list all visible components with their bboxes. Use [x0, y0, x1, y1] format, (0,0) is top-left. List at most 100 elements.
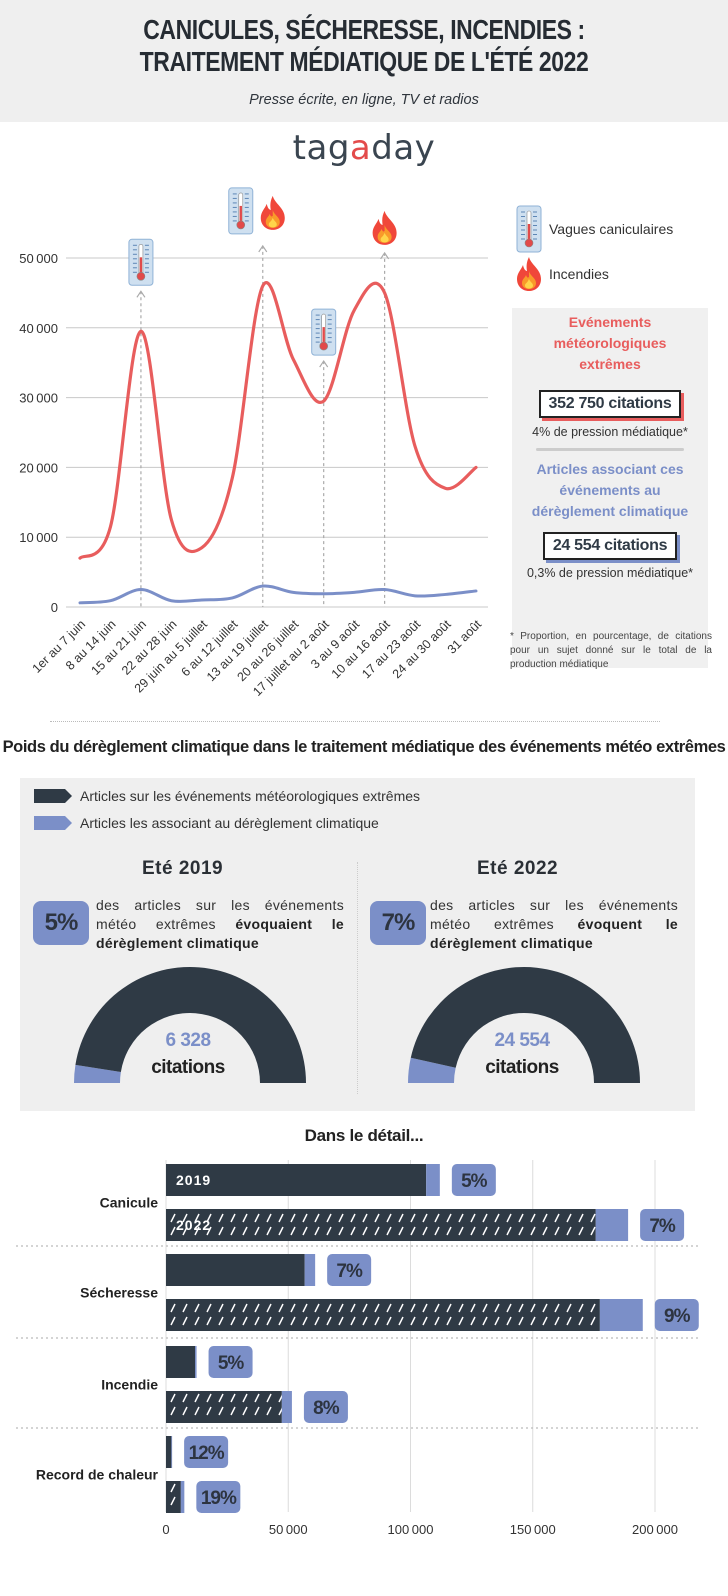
category-label: Canicule [100, 1195, 159, 1211]
divider [357, 862, 358, 1094]
thermometer-icon [516, 205, 542, 253]
pct-label: 12% [189, 1443, 225, 1464]
x-tick-label: 100 000 [388, 1522, 434, 1537]
divider [536, 448, 684, 451]
pct-badge [327, 1254, 372, 1286]
gauge-2022-citations: 24 554 [494, 1030, 550, 1051]
fire-icon [260, 195, 285, 230]
page-title: CANICULES, SÉCHERESSE, INCENDIES : TRAIT… [66, 0, 663, 78]
bar-climate [195, 1346, 197, 1378]
gauge-slice-climate [408, 1057, 456, 1083]
bar-climate [595, 1209, 629, 1241]
gauge-2019-citations: 6 328 [165, 1030, 211, 1051]
thermometer-icon [228, 187, 254, 235]
thermometer-icon [311, 308, 337, 356]
pct-label: 7% [336, 1261, 363, 1282]
series-line-extreme [78, 281, 478, 560]
extreme-events-title: Evénements météorologiques extrêmes [553, 314, 667, 372]
legend-heatwaves: Vagues caniculaires [516, 205, 674, 253]
legend-climate-label: Articles les associant au dérèglement cl… [80, 815, 379, 831]
dark-flag-icon [34, 789, 72, 803]
bar-climate [426, 1164, 440, 1196]
y-tick-label: 20 000 [19, 460, 58, 475]
bar-extreme [166, 1436, 172, 1468]
x-tick-label: 0 [162, 1522, 169, 1537]
pct-badge [451, 1164, 496, 1196]
pct-badge [208, 1346, 253, 1378]
bar-climate [599, 1299, 643, 1331]
category-label: Sécheresse [80, 1285, 158, 1301]
pct-badge [654, 1299, 699, 1331]
pct-badge-2022: 7% [370, 901, 426, 945]
gauge-2019 [74, 967, 306, 1083]
climate-citations: 24 554 citations [542, 532, 678, 560]
footnote: * Proportion, en pourcentage, de citatio… [510, 631, 712, 670]
annotation-arrow [319, 360, 329, 368]
y-tick-label: 0 [51, 600, 58, 615]
bar-extreme [166, 1209, 596, 1241]
pct-text-2022: des articles sur les événements météo ex… [430, 897, 679, 951]
annotation-arrow [136, 290, 146, 298]
climate-pressure: 0,3% de pression médiatique* [526, 566, 694, 580]
header: CANICULES, SÉCHERESSE, INCENDIES : TRAIT… [0, 0, 728, 122]
pct-badge [640, 1209, 685, 1241]
gauge-slice-extreme [75, 967, 306, 1083]
title-line-2: TRAITEMENT MÉDIATIQUE DE L'ÉTÉ 2022 [139, 46, 589, 77]
divider [50, 721, 660, 722]
legend-extreme-label: Articles sur les événements météorologiq… [80, 788, 421, 804]
extreme-citations: 352 750 citations [538, 390, 682, 418]
bar-extreme [166, 1254, 305, 1286]
gauge-2019-label: citations [151, 1057, 225, 1078]
fire-icon [372, 210, 397, 245]
detail-title: Dans le détail... [304, 1126, 424, 1145]
legend-fires-label: Incendies [549, 266, 609, 282]
fire-icon [517, 257, 541, 291]
series-label: 2022 [176, 1217, 211, 1233]
gauge-slice-extreme [410, 967, 640, 1083]
bar-climate [180, 1481, 185, 1513]
climate-articles-title: Articles associant ces événements au dér… [531, 461, 689, 519]
pct-badge-2019: 5% [33, 901, 89, 945]
thermometer-icon [516, 205, 542, 253]
bar-extreme [166, 1346, 196, 1378]
year-2022-title: Eté 2022 [477, 858, 559, 879]
pct-badge [303, 1391, 348, 1423]
pct-text-2019: des articles sur les événements météo ex… [96, 897, 344, 951]
category-label: Incendie [101, 1377, 158, 1393]
fire-icon [517, 257, 541, 291]
y-tick-label: 50 000 [19, 251, 58, 266]
x-tick-label: 50 000 [269, 1522, 308, 1537]
pct-label: 19% [201, 1488, 237, 1509]
series-line-climate [78, 584, 478, 605]
legend-extreme-articles: Articles sur les événements météorologiq… [34, 788, 420, 804]
brand-logo: tagaday [292, 128, 436, 168]
category-label: Record de chaleur [36, 1467, 159, 1483]
bar-extreme [166, 1391, 282, 1423]
stats-box: Evénements météorologiques extrêmes 352 … [512, 308, 708, 668]
page-subtitle: Presse écrite, en ligne, TV et radios [249, 92, 479, 108]
bar-extreme [166, 1299, 600, 1331]
x-tick-label: 150 000 [510, 1522, 556, 1537]
thermometer-icon [128, 238, 154, 286]
pct-badge [196, 1481, 241, 1513]
pct-label: 9% [664, 1306, 691, 1327]
legend-climate-articles: Articles les associant au dérèglement cl… [34, 815, 379, 831]
gauge-2022 [408, 967, 640, 1083]
blue-flag-icon [34, 816, 72, 830]
bar-climate [304, 1254, 316, 1286]
extreme-pressure: 4% de pression médiatique* [532, 425, 688, 439]
y-tick-label: 10 000 [19, 530, 58, 545]
section-title: Poids du dérèglement climatique dans le … [2, 738, 726, 756]
bar-climate [171, 1436, 173, 1468]
series-label: 2019 [176, 1172, 211, 1188]
gauge-slice-climate [74, 1064, 121, 1083]
bar-extreme [166, 1481, 181, 1513]
pct-badge [184, 1436, 229, 1468]
bar-extreme [166, 1164, 427, 1196]
title-line-1: CANICULES, SÉCHERESSE, INCENDIES : [143, 14, 585, 45]
legend-heatwaves-label: Vagues caniculaires [549, 221, 674, 237]
pct-label: 8% [313, 1398, 340, 1419]
y-tick-label: 40 000 [19, 321, 58, 336]
pct-label: 5% [218, 1353, 245, 1374]
annotation-arrow [258, 244, 268, 253]
